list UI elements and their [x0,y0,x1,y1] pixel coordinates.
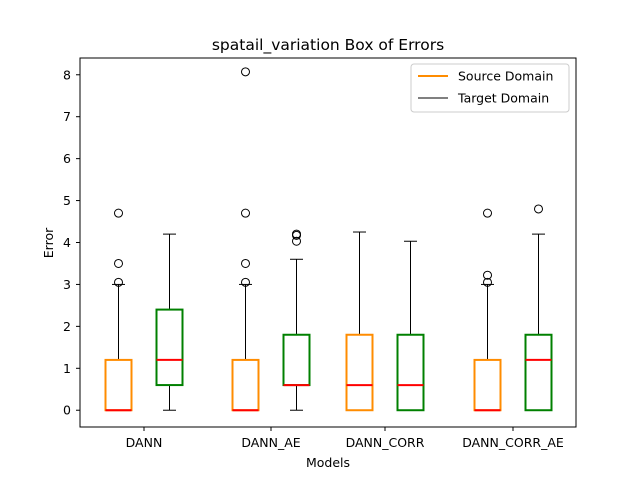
outlier-point [483,208,492,218]
y-tick-label: 4 [63,235,71,250]
legend-label-source-domain: Source Domain [458,69,553,84]
y-tick-label: 8 [63,67,71,82]
x-tick-label: DANN_AE [241,435,300,450]
x-tick-label: DANN_CORR [346,435,425,450]
outlier-point [241,277,250,287]
box-target-domain [524,204,553,412]
y-tick-label: 3 [63,277,71,292]
chart-title: spatail_variation Box of Errors [212,36,444,55]
outlier-point [241,67,250,77]
x-tick-label: DANN [126,435,163,450]
box-body [155,308,184,387]
x-axis-label: Models [306,455,350,470]
box-body [396,333,425,412]
outlier-point [114,208,123,218]
y-tick-label: 5 [63,193,71,208]
box-target-domain [282,229,311,411]
outlier-point [483,270,492,280]
x-axis: DANN DANN_AE DANN_CORR DANN_CORR_AE [126,427,564,450]
box-body [345,333,374,412]
outlier-point [292,236,301,246]
y-tick-label: 7 [63,109,71,124]
box-source-domain [345,231,374,412]
box-target-domain [396,240,425,412]
y-axis: 0 1 2 3 4 5 6 7 8 [63,67,80,418]
legend-label-target-domain: Target Domain [457,91,549,106]
outlier-point [534,204,543,214]
box-source-domain [104,208,133,412]
box-source-domain [231,67,260,412]
outlier-point [241,258,250,268]
outlier-point [483,277,492,287]
y-axis-label: Error [41,227,56,258]
x-tick-label: DANN_CORR_AE [462,435,564,450]
outlier-point [241,208,250,218]
outlier-point [292,229,301,239]
plot-content [104,67,553,412]
legend-frame [410,63,570,113]
y-tick-label: 0 [63,403,71,418]
legend: Source Domain Target Domain [410,63,570,113]
box-source-domain [473,208,502,412]
outlier-point [114,258,123,268]
box-target-domain [155,233,184,411]
y-tick-label: 2 [63,319,71,334]
box-body [524,333,553,412]
outlier-point [114,277,123,287]
y-tick-label: 6 [63,151,71,166]
y-tick-label: 1 [63,361,71,376]
